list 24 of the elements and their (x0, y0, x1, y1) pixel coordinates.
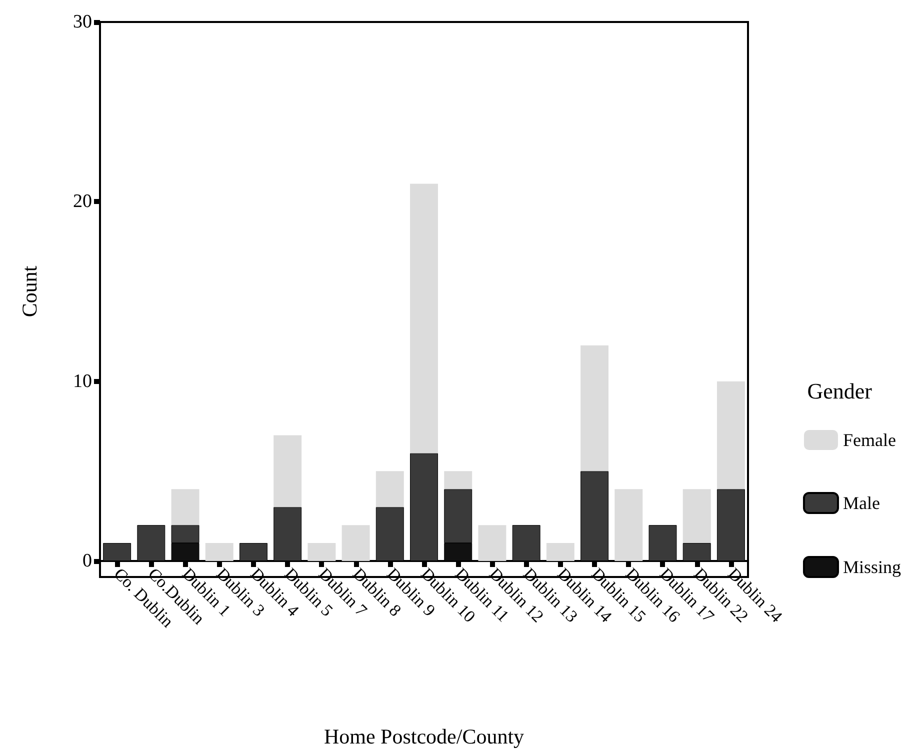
bar (716, 381, 745, 490)
y-tick-label: 10 (73, 370, 92, 392)
y-tick-label: 30 (73, 12, 92, 32)
legend-label: Missing (842, 557, 902, 577)
legend-label: Female (842, 430, 896, 450)
bar (342, 525, 370, 561)
bar (546, 543, 574, 561)
bar (205, 543, 234, 561)
bar (308, 543, 336, 561)
bar (274, 435, 302, 508)
bar (614, 489, 643, 561)
x-axis-title: Home Postcode/County (324, 724, 525, 748)
y-tick-label: 20 (73, 191, 92, 212)
bar (580, 345, 609, 472)
legend-title: Gender (807, 378, 873, 404)
bar (478, 525, 506, 561)
y-axis-title: Count (18, 266, 42, 318)
y-tick-label: 0 (82, 550, 92, 572)
bar (376, 471, 404, 508)
legend-label: Male (842, 493, 880, 513)
bar (682, 489, 711, 544)
bar (171, 489, 200, 526)
bar (444, 471, 472, 490)
bar (410, 184, 438, 454)
